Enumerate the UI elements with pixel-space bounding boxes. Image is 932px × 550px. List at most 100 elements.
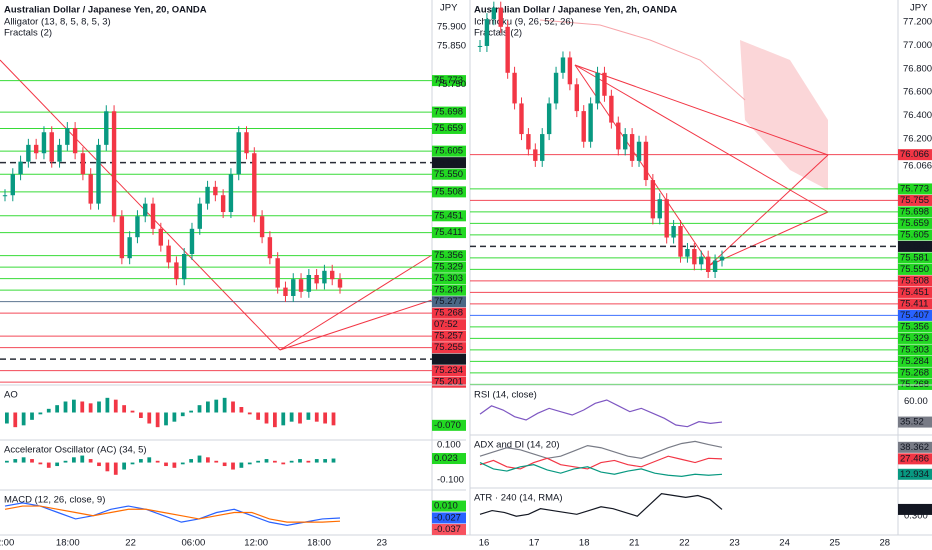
price-label: 77.200 (903, 17, 932, 28)
price-badge (432, 307, 466, 319)
histogram-bar (30, 459, 34, 463)
candle (96, 144, 101, 204)
price-label: 75.581 (434, 157, 463, 168)
price-badge (898, 252, 932, 264)
candle (259, 216, 265, 238)
candle (283, 287, 288, 296)
candle (643, 141, 649, 181)
price-label: 75.508 (900, 275, 929, 286)
candle (220, 195, 226, 213)
candle (57, 144, 62, 162)
candle (49, 132, 54, 162)
price-label: 75.451 (900, 287, 929, 298)
readout-label: 27.486 (900, 453, 929, 464)
histogram-bar (5, 460, 9, 463)
candle (636, 141, 642, 161)
candle (629, 134, 635, 161)
readout-badge (898, 416, 932, 428)
readout-badge (898, 468, 932, 480)
readout-label: 35.52 (900, 417, 924, 428)
price-badge (898, 229, 932, 241)
candle (484, 19, 490, 46)
candle (595, 72, 600, 104)
histogram-bar (214, 399, 219, 413)
candle (602, 72, 607, 96)
price-badge (432, 157, 466, 169)
price-badge (898, 286, 932, 298)
price-badge (432, 106, 466, 118)
candle (197, 203, 202, 229)
histogram-bar (256, 460, 261, 463)
histogram-bar (331, 458, 336, 463)
histogram-bar (105, 397, 110, 413)
histogram-bar (189, 410, 194, 413)
readout-badge (898, 503, 932, 515)
price-label: 75.605 (900, 229, 929, 240)
histogram-bar (331, 412, 336, 426)
histogram-bar (172, 462, 177, 468)
readout-label: 38.362 (900, 442, 929, 453)
candle (533, 149, 538, 161)
chart-title: Australian Dollar / Japanese Yen, 2h, OA… (474, 5, 677, 16)
price-label: 75.268 (900, 379, 929, 390)
histogram-bar (231, 401, 235, 413)
candle (150, 203, 156, 229)
panel-title: AO (4, 390, 18, 401)
readout-badge (898, 441, 932, 453)
histogram-bar (122, 462, 127, 470)
histogram-bar (189, 459, 194, 463)
histogram-bar (38, 462, 43, 465)
price-label: 75.257 (434, 331, 463, 342)
price-badge (432, 210, 466, 222)
histogram-bar (306, 460, 311, 463)
histogram-bar (155, 460, 160, 463)
histogram-bar (164, 412, 168, 426)
price-badge (432, 319, 466, 331)
candle (166, 245, 171, 263)
time-label: 25 (829, 538, 840, 549)
y-tick-label: 75.900 (437, 21, 466, 32)
panel-title: MACD (12, 26, close, 9) (4, 495, 105, 506)
price-badge (432, 168, 466, 180)
candle (553, 72, 559, 104)
time-label: 17 (529, 538, 540, 549)
readout-label: 0.023 (434, 453, 458, 464)
price-label: 76.600 (903, 87, 932, 98)
study-label: Fractals (2) (474, 28, 522, 39)
price-label: 07:52 (434, 319, 458, 330)
candle (609, 95, 614, 123)
price-label: 75.255 (434, 342, 463, 353)
readout-label: 12.934 (900, 469, 929, 480)
histogram-bar (21, 412, 26, 426)
price-label: 76.066 (903, 161, 932, 172)
price-badge (432, 186, 466, 198)
price-label: 75.773 (434, 75, 463, 86)
time-label: 24 (779, 538, 790, 549)
candle (119, 216, 125, 259)
candle (33, 144, 39, 154)
candle (143, 203, 148, 217)
cloud-edge (539, 19, 746, 101)
price-label: 76.400 (903, 110, 932, 121)
histogram-bar (239, 462, 244, 468)
candle (306, 275, 312, 292)
indicator-line (479, 399, 723, 428)
candle (512, 72, 517, 104)
histogram-bar (222, 397, 227, 413)
price-label: 75.329 (434, 262, 463, 273)
readout-badge (432, 419, 466, 431)
price-label: 75.411 (434, 227, 462, 238)
histogram-bar (314, 412, 319, 422)
price-badge (898, 217, 932, 229)
histogram-bar (323, 412, 328, 424)
candle (80, 153, 86, 175)
candle (158, 228, 164, 246)
readout-badge (432, 523, 466, 535)
candle (181, 254, 187, 280)
histogram-bar (97, 462, 101, 467)
candle (213, 186, 218, 196)
histogram-bar (5, 412, 9, 424)
readout-badge (432, 500, 466, 512)
histogram-bar (289, 412, 294, 422)
time-label: 16 (479, 538, 490, 549)
